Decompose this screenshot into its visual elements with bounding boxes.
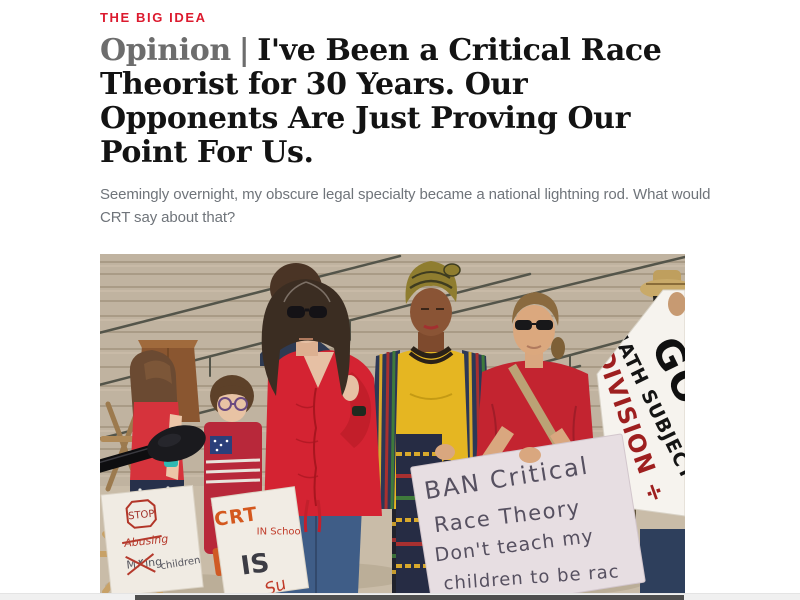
- headline-opinion-label: Opinion: [100, 33, 231, 68]
- crt-sign-line-3: IS: [239, 548, 271, 582]
- protest-photo-illustration: GOV MATH SUBJECT ÷ DIVISION ÷: [100, 254, 685, 594]
- article-hero-image: GOV MATH SUBJECT ÷ DIVISION ÷: [100, 254, 685, 594]
- article: THE BIG IDEA Opinion | I've Been a Critica…: [100, 0, 800, 594]
- dek-line-2: CRT say about that?: [100, 209, 236, 226]
- headline-line-3: Opponents Are Just Proving Our: [100, 101, 630, 136]
- headline-line-4: Point For Us.: [100, 135, 314, 170]
- hand-on-sign: [435, 444, 455, 460]
- microphone: [100, 425, 206, 481]
- page-title: Opinion | I've Been a Critical Race Theori…: [100, 34, 800, 170]
- hand-on-sign: [519, 447, 541, 463]
- headline-divider: |: [238, 33, 250, 68]
- subheadline: Seemingly overnight, my obscure legal sp…: [100, 183, 800, 229]
- headline-line-2: Theorist for 30 Years. Our: [100, 67, 528, 102]
- horizontal-scrollbar-track[interactable]: [0, 593, 800, 600]
- ban-crt-sign: BAN Critical Race Theory Don't teach my …: [410, 433, 646, 594]
- horizontal-scrollbar-thumb[interactable]: [135, 595, 684, 600]
- section-kicker[interactable]: THE BIG IDEA: [100, 10, 207, 25]
- crt-sign-line-4: Su: [262, 574, 289, 594]
- headline-line-1: I've Been a Critical Race: [257, 33, 662, 68]
- stop-abusing-children-sign: STOP Abusing M✗ing children: [100, 484, 204, 594]
- stop-sign-word: STOP: [128, 509, 155, 523]
- dek-line-1: Seemingly overnight, my obscure legal sp…: [100, 186, 711, 203]
- crt-schools-sign: CRT IN Schools IS Su: [210, 486, 310, 594]
- crt-sign-line-2: IN Schools: [257, 526, 309, 537]
